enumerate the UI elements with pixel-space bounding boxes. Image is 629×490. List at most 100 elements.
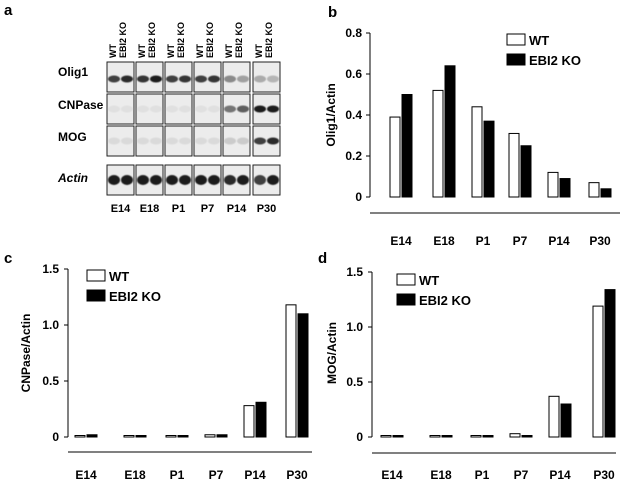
legend-label: EBI2 KO bbox=[529, 53, 581, 68]
y-tick-label: 0.4 bbox=[345, 108, 362, 122]
legend-label: EBI2 KO bbox=[109, 289, 161, 304]
blot-band bbox=[179, 75, 191, 83]
bar-charts: 0 0.2 0.4 0.6 0.8 Olig1/Actin E14 E18 P1 P7 P14 P30… bbox=[19, 26, 620, 482]
blot-band bbox=[208, 175, 220, 185]
y-tick-label: 0 bbox=[356, 430, 363, 444]
bar-ko bbox=[255, 401, 267, 438]
x-tick-label: E18 bbox=[433, 234, 455, 248]
bar-wt bbox=[204, 434, 216, 438]
panel-letter-b: b bbox=[328, 4, 338, 21]
y-axis-label: CNPase/Actin bbox=[19, 314, 33, 393]
blot-band bbox=[237, 175, 249, 185]
bar-ko bbox=[444, 65, 456, 198]
panel-letter-d: d bbox=[318, 250, 328, 267]
legend-swatch bbox=[506, 53, 526, 66]
bar-wt bbox=[547, 171, 559, 198]
y-tick-label: 0.8 bbox=[345, 26, 362, 40]
blot-band bbox=[166, 105, 178, 113]
blot-band bbox=[237, 75, 249, 83]
legend-swatch bbox=[506, 33, 526, 46]
x-tick-label: P7 bbox=[514, 468, 529, 482]
x-tick-label: P30 bbox=[589, 234, 611, 248]
y-tick-label: 1.5 bbox=[346, 265, 363, 279]
chart-panel-d: 0 0.5 1.0 1.5 MOG/Actin E14 E18 P1 P7 P14 P30 WT EBI… bbox=[325, 265, 616, 482]
x-tick-label: E14 bbox=[381, 468, 403, 482]
bar-ko bbox=[177, 435, 189, 438]
bar-wt bbox=[74, 435, 86, 438]
bar-ko bbox=[135, 435, 147, 438]
blot-band bbox=[195, 175, 207, 185]
x-tick-label: P1 bbox=[475, 468, 490, 482]
lane-label: WT bbox=[137, 44, 147, 58]
x-tick-label: P14 bbox=[244, 468, 266, 482]
lane-label: WT bbox=[224, 44, 234, 58]
bar-wt bbox=[432, 89, 444, 198]
blot-band bbox=[208, 137, 220, 145]
panel-letter-c: c bbox=[4, 250, 13, 267]
y-tick-label: 0 bbox=[355, 190, 362, 204]
x-tick-label: P14 bbox=[549, 468, 571, 482]
legend-label: WT bbox=[529, 33, 549, 48]
blot-band bbox=[108, 105, 120, 113]
bar-ko bbox=[521, 435, 533, 438]
western-blot: WT EBI2 KO WT EBI2 KO WT EBI2 KO WT EBI2 KO WT EB… bbox=[57, 22, 281, 215]
x-tick-label: E18 bbox=[124, 468, 146, 482]
x-tick-label: P1 bbox=[476, 234, 491, 248]
blot-band bbox=[121, 75, 133, 83]
blot-band bbox=[237, 105, 249, 113]
y-tick-label: 1.0 bbox=[346, 320, 363, 334]
bar-ko bbox=[559, 178, 571, 198]
blot-band bbox=[224, 175, 236, 185]
y-tick-label: 0.5 bbox=[42, 374, 59, 388]
blot-band bbox=[150, 105, 162, 113]
blot-band bbox=[108, 137, 120, 145]
bar-wt bbox=[285, 304, 297, 438]
blot-timepoint-label: E18 bbox=[140, 203, 160, 215]
blot-band bbox=[224, 137, 236, 145]
bar-ko bbox=[560, 403, 572, 438]
blot-band bbox=[195, 137, 207, 145]
bar-wt bbox=[508, 132, 520, 198]
blot-band bbox=[137, 105, 149, 113]
blot-band bbox=[267, 105, 279, 113]
bar-wt bbox=[471, 106, 483, 198]
y-tick-label: 1.0 bbox=[42, 318, 59, 332]
y-tick-label: 0.5 bbox=[346, 375, 363, 389]
chart-panel-b: 0 0.2 0.4 0.6 0.8 Olig1/Actin E14 E18 P1 P7 P14 P30… bbox=[324, 26, 620, 248]
bar-ko bbox=[604, 289, 616, 438]
legend-label: WT bbox=[419, 273, 439, 288]
bar-wt bbox=[429, 435, 441, 438]
blot-band bbox=[254, 137, 266, 145]
x-tick-label: P7 bbox=[209, 468, 224, 482]
blot-row-label: CNPase bbox=[58, 98, 104, 112]
blot-band bbox=[137, 175, 149, 185]
blot-band bbox=[254, 175, 266, 185]
blot-band bbox=[166, 137, 178, 145]
blot-timepoint-label: P14 bbox=[227, 203, 247, 215]
x-tick-label: P7 bbox=[513, 234, 528, 248]
bar-ko bbox=[482, 435, 494, 438]
blot-row-label: MOG bbox=[58, 130, 87, 144]
bar-wt bbox=[389, 116, 401, 198]
lane-label: WT bbox=[108, 44, 118, 58]
blot-band bbox=[108, 75, 120, 83]
bar-ko bbox=[520, 145, 532, 198]
blot-band bbox=[121, 137, 133, 145]
y-axis-label: MOG/Actin bbox=[325, 322, 339, 384]
x-tick-label: E14 bbox=[75, 468, 97, 482]
y-tick-label: 0 bbox=[52, 430, 59, 444]
blot-band bbox=[137, 137, 149, 145]
blot-band bbox=[254, 75, 266, 83]
lane-label: EBI2 KO bbox=[147, 22, 157, 58]
blot-band bbox=[267, 175, 279, 185]
lane-label: EBI2 KO bbox=[205, 22, 215, 58]
chart-panel-c: 0 0.5 1.0 1.5 CNPase/Actin E14 E18 P1 P7 P14 P30 WT… bbox=[19, 262, 312, 482]
lane-label: EBI2 KO bbox=[118, 22, 128, 58]
x-tick-label: P30 bbox=[286, 468, 308, 482]
y-tick-label: 0.6 bbox=[345, 67, 362, 81]
blot-timepoint-label: P30 bbox=[257, 203, 277, 215]
bar-ko bbox=[600, 188, 612, 198]
blot-band bbox=[224, 75, 236, 83]
blot-timepoint-label: E14 bbox=[111, 203, 131, 215]
